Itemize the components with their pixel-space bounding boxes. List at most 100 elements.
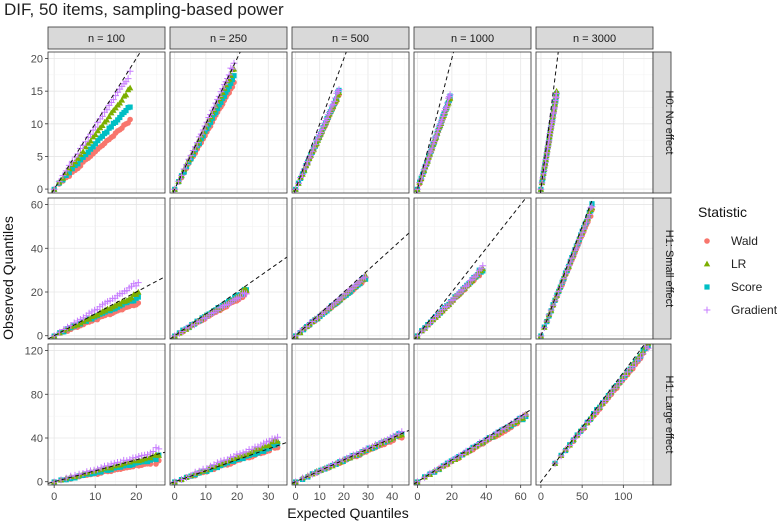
point-gradient bbox=[74, 150, 82, 158]
y-tick-label: 0 bbox=[37, 184, 43, 196]
panel-background bbox=[536, 52, 653, 193]
point-gradient bbox=[227, 453, 234, 461]
point-gradient bbox=[434, 126, 442, 133]
panel-background bbox=[170, 52, 287, 193]
point-lr bbox=[103, 116, 111, 123]
y-tick-label: 0 bbox=[37, 477, 43, 489]
point-gradient bbox=[558, 279, 566, 287]
point-gradient bbox=[319, 122, 327, 130]
column-strip bbox=[169, 26, 288, 50]
y-tick-label: 5 bbox=[37, 151, 43, 163]
facet-panel bbox=[413, 197, 532, 340]
x-tick-label: 30 bbox=[362, 491, 374, 503]
point-gradient bbox=[602, 397, 609, 404]
panel-background bbox=[536, 198, 653, 339]
point-lr bbox=[126, 84, 134, 91]
point-gradient bbox=[644, 344, 652, 352]
point-lr bbox=[135, 288, 142, 295]
point-score bbox=[104, 129, 110, 135]
panel-points bbox=[414, 410, 530, 485]
point-score bbox=[99, 133, 105, 139]
point-gradient bbox=[328, 102, 336, 110]
legend-marker-gradient bbox=[703, 306, 711, 314]
point-wald bbox=[127, 116, 133, 123]
point-gradient bbox=[444, 459, 451, 467]
point-score bbox=[226, 83, 232, 89]
point-gradient bbox=[414, 185, 421, 193]
point-gradient bbox=[613, 382, 621, 390]
row-strip bbox=[652, 51, 672, 194]
point-gradient bbox=[425, 153, 433, 161]
point-gradient bbox=[327, 106, 335, 114]
point-gradient bbox=[581, 222, 589, 230]
point-gradient bbox=[99, 113, 106, 120]
point-gradient bbox=[568, 254, 576, 262]
point-gradient bbox=[451, 454, 459, 462]
point-score bbox=[229, 76, 235, 83]
point-score bbox=[198, 136, 204, 142]
point-gradient bbox=[199, 126, 207, 134]
point-gradient bbox=[311, 141, 319, 148]
panel-border bbox=[291, 343, 410, 486]
point-lr bbox=[74, 321, 81, 328]
point-gradient bbox=[60, 326, 68, 333]
x-tick-label: 50 bbox=[576, 491, 588, 503]
point-gradient bbox=[171, 478, 179, 485]
point-gradient bbox=[439, 462, 447, 470]
point-gradient bbox=[229, 65, 236, 73]
point-gradient bbox=[430, 138, 438, 145]
column-strip bbox=[291, 26, 410, 50]
point-score bbox=[214, 105, 221, 112]
panel-points bbox=[50, 67, 134, 193]
panel-background bbox=[292, 52, 409, 193]
panel-border bbox=[47, 197, 166, 340]
point-gradient bbox=[149, 448, 157, 455]
point-score bbox=[127, 462, 133, 468]
point-score bbox=[207, 119, 214, 125]
row-strip-label: H1: Small effect bbox=[663, 230, 675, 307]
y-tick-label: 20 bbox=[31, 54, 43, 66]
y-tick-label: 40 bbox=[31, 243, 43, 255]
point-score bbox=[237, 456, 243, 462]
point-gradient bbox=[104, 462, 112, 470]
panel-background bbox=[414, 344, 531, 485]
point-score bbox=[258, 448, 264, 454]
panel-border bbox=[169, 197, 288, 340]
point-gradient bbox=[423, 160, 430, 168]
reference-line bbox=[172, 52, 241, 193]
x-tick-label: 0 bbox=[172, 491, 178, 503]
x-tick-label: 10 bbox=[89, 491, 101, 503]
panel-points bbox=[537, 201, 596, 339]
point-gradient bbox=[329, 461, 336, 468]
reference-line bbox=[537, 344, 646, 485]
x-tick-label: 60 bbox=[515, 491, 527, 503]
point-gradient bbox=[57, 476, 65, 484]
x-tick-label: 20 bbox=[338, 491, 350, 503]
point-gradient bbox=[420, 166, 428, 174]
point-gradient bbox=[444, 99, 451, 107]
row-strip-label: H1: Large effect bbox=[663, 375, 675, 453]
reference-line bbox=[48, 451, 165, 484]
x-tick-label: 40 bbox=[480, 491, 492, 503]
point-gradient bbox=[537, 332, 545, 339]
point-gradient bbox=[482, 435, 490, 443]
point-score bbox=[90, 144, 96, 150]
point-gradient bbox=[274, 433, 281, 441]
point-gradient bbox=[135, 453, 143, 460]
point-gradient bbox=[593, 407, 601, 415]
point-gradient bbox=[446, 91, 454, 99]
legend-label: Gradient bbox=[731, 303, 778, 317]
row-strip bbox=[652, 343, 672, 486]
point-gradient bbox=[124, 75, 132, 82]
point-score bbox=[108, 124, 114, 130]
point-gradient bbox=[333, 89, 341, 97]
point-score bbox=[190, 151, 196, 157]
point-gradient bbox=[50, 185, 58, 193]
panel-grid-lines bbox=[292, 198, 409, 339]
panel-background bbox=[292, 198, 409, 339]
panel-border bbox=[291, 51, 410, 194]
point-score bbox=[261, 448, 267, 454]
point-gradient bbox=[152, 444, 160, 451]
x-tick-label: 40 bbox=[386, 491, 398, 503]
point-gradient bbox=[260, 439, 268, 447]
